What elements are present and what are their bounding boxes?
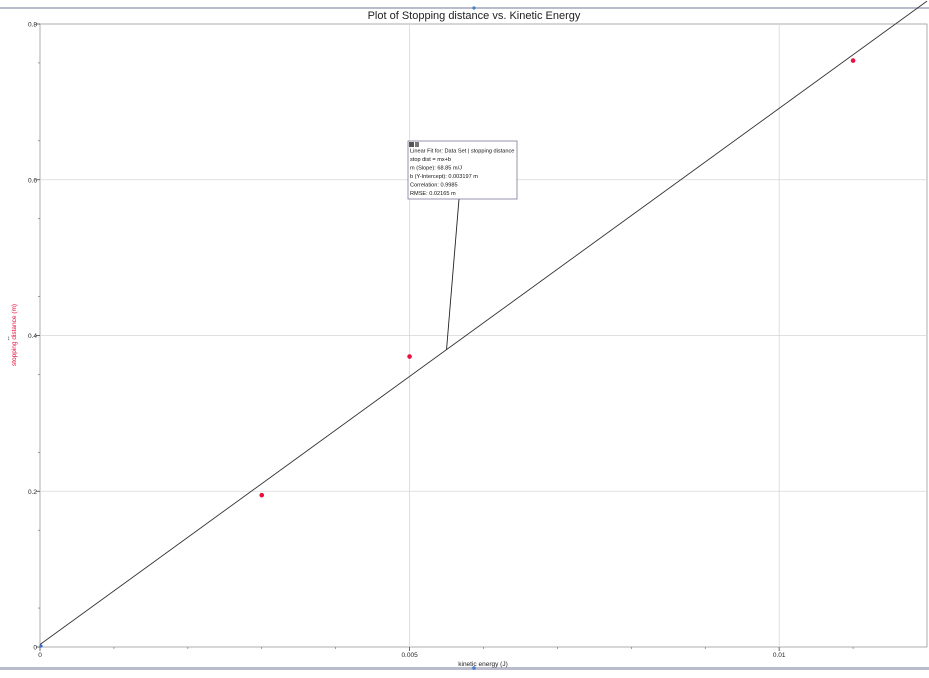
x-tick-label: 0.005	[401, 652, 418, 659]
y-tick-label: 0.2	[28, 489, 37, 496]
data-points	[259, 58, 856, 498]
y-tick-labels: 0 0.2 0.4 0.6 0.8	[28, 22, 37, 652]
x-axis-drag-handle[interactable]	[472, 666, 476, 670]
annotation-line-title: Linear Fit for: Data Set | stopping dist…	[410, 149, 514, 155]
linear-fit-line	[39, 0, 928, 645]
annotation-line-slope: m (Slope): 68.85 m/J	[410, 166, 462, 172]
annotation-icon[interactable]	[409, 142, 414, 147]
annotation-line-rmse: RMSE: 0.02165 m	[410, 191, 456, 197]
minor-ticks	[36, 23, 854, 651]
y-axis-marker: ↕	[7, 335, 10, 342]
y-tick-label: 0	[33, 645, 37, 652]
x-tick-label: 0.01	[773, 652, 786, 659]
x-axis-label[interactable]: kinetic energy (J)	[458, 661, 508, 668]
data-point[interactable]	[850, 58, 856, 63]
y-axis-label[interactable]: stopping distance (m)	[11, 304, 18, 366]
annotation-background	[407, 140, 518, 200]
x-tick-label: 0	[38, 652, 42, 659]
annotation-menu-icon[interactable]	[415, 142, 419, 147]
chart-title: Plot of Stopping distance vs. Kinetic En…	[368, 10, 581, 22]
annotation-line-correlation: Correlation: 0.9985	[410, 183, 458, 189]
annotation-line-equation: stop dist = mx+b	[410, 157, 451, 163]
annotation-leader-line	[446, 198, 460, 350]
y-tick-label: 0.4	[28, 333, 37, 340]
title-drag-handle[interactable]	[472, 6, 476, 10]
annotation-line-intercept: b (Y-Intercept): 0.003197 m	[410, 174, 478, 180]
bottom-border-bar	[0, 667, 929, 670]
data-point[interactable]	[259, 492, 265, 498]
fit-annotation-box[interactable]: Linear Fit for: Data Set | stopping dist…	[407, 140, 518, 200]
y-tick-label: 0.8	[28, 22, 37, 29]
data-point[interactable]	[407, 354, 412, 359]
y-tick-label: 0.6	[28, 177, 37, 184]
origin-marker[interactable]	[39, 644, 43, 648]
x-tick-labels: 0 0.005 0.01	[38, 652, 786, 659]
top-border-bar	[0, 7, 929, 9]
